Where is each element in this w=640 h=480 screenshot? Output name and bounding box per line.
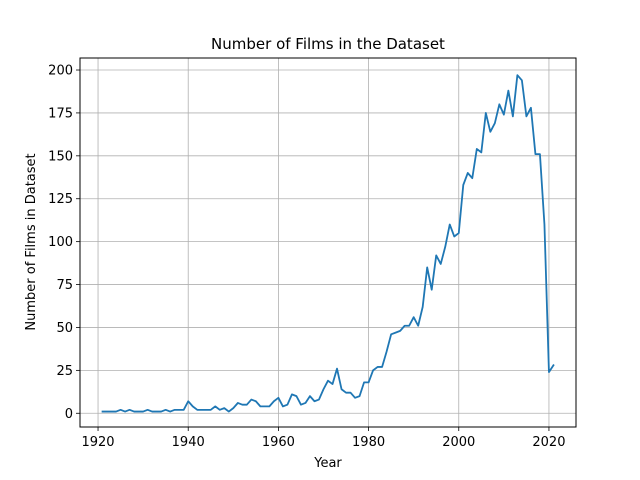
x-tick-label: 2000 <box>442 435 475 450</box>
x-tick-label: 1940 <box>172 435 205 450</box>
axis-ticks: 1920 1940 1960 1980 2000 2020 0 25 50 75 100 125 150… <box>48 64 565 450</box>
y-tick-label: 25 <box>56 364 73 379</box>
y-tick-label: 200 <box>48 64 73 79</box>
plot-frame <box>79 57 577 428</box>
x-tick-label: 1980 <box>352 435 385 450</box>
y-tick-label: 100 <box>48 235 73 250</box>
x-axis-label: Year <box>313 456 342 471</box>
y-axis-label: Number of Films in Dataset <box>24 153 39 330</box>
y-tick-label: 125 <box>48 192 73 207</box>
y-tick-label: 0 <box>65 407 73 422</box>
grid-lines <box>80 58 576 427</box>
series-group <box>101 74 555 413</box>
chart-title: Number of Films in the Dataset <box>211 35 445 53</box>
y-tick-label: 150 <box>48 149 73 164</box>
y-tick-label: 50 <box>56 321 73 336</box>
series-line <box>101 74 555 413</box>
x-tick-label: 1960 <box>262 435 295 450</box>
y-tick-label: 75 <box>56 278 73 293</box>
x-tick-label: 1920 <box>81 435 114 450</box>
y-tick-label: 175 <box>48 106 73 121</box>
x-tick-label: 2020 <box>532 435 565 450</box>
